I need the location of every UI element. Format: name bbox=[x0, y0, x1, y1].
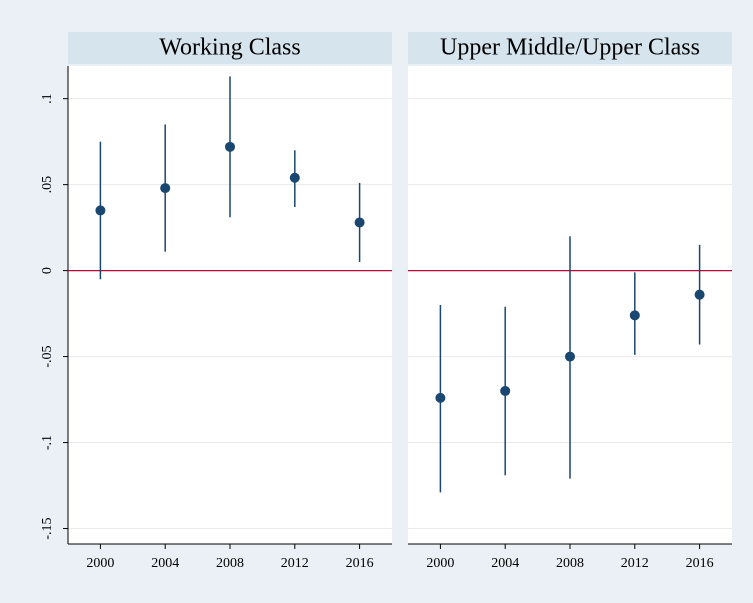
point bbox=[629, 310, 640, 321]
point bbox=[435, 392, 446, 403]
point bbox=[95, 205, 106, 216]
point bbox=[289, 172, 300, 183]
point bbox=[500, 385, 511, 396]
point bbox=[694, 289, 705, 300]
y-tick-label: .1 bbox=[40, 93, 55, 104]
x-tick-label: 2004 bbox=[151, 556, 179, 571]
point bbox=[160, 183, 171, 194]
y-tick-label: 0 bbox=[40, 267, 55, 274]
x-tick-label: 2000 bbox=[86, 556, 114, 571]
x-tick-label: 2012 bbox=[281, 556, 309, 571]
panel-title: Working Class bbox=[159, 35, 300, 61]
x-tick-label: 2016 bbox=[346, 556, 374, 571]
x-tick-label: 2004 bbox=[491, 556, 519, 571]
y-tick-label: -.15 bbox=[40, 517, 55, 539]
point bbox=[354, 217, 365, 228]
panel-strip bbox=[68, 32, 392, 64]
point bbox=[565, 351, 575, 362]
y-tick-label: -.1 bbox=[40, 435, 55, 450]
x-tick-label: 2016 bbox=[686, 556, 714, 571]
y-tick-label: .05 bbox=[40, 176, 55, 194]
x-tick-label: 2008 bbox=[216, 556, 244, 571]
y-tick-label: -.05 bbox=[40, 345, 55, 367]
x-tick-label: 2008 bbox=[556, 556, 584, 571]
point bbox=[225, 141, 235, 152]
panel-strip bbox=[408, 32, 732, 64]
x-tick-label: 2000 bbox=[426, 556, 454, 571]
panel-title: Upper Middle/Upper Class bbox=[440, 35, 700, 61]
x-tick-label: 2012 bbox=[621, 556, 649, 571]
